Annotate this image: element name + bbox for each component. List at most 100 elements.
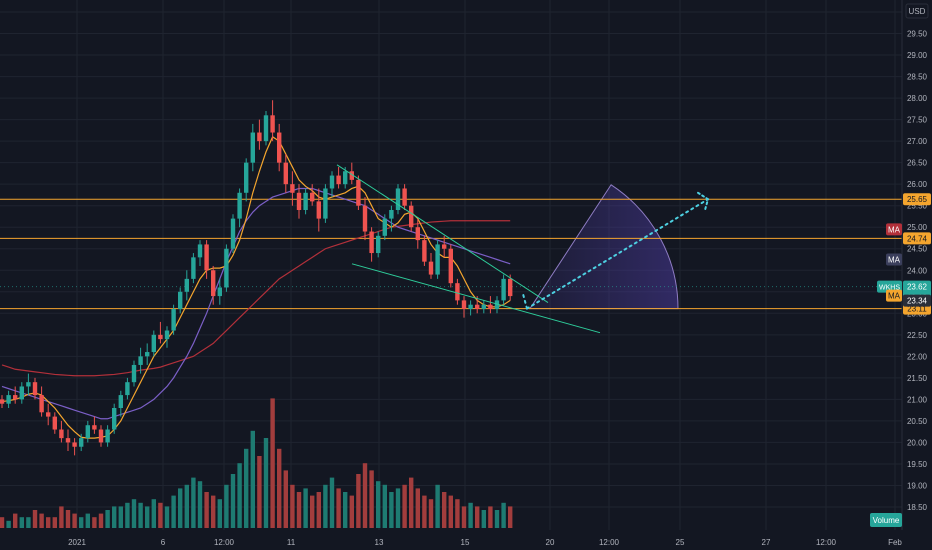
candle-body <box>204 244 209 271</box>
candle <box>26 373 31 396</box>
ma-red-tag-bg <box>886 223 902 236</box>
candle <box>191 253 196 284</box>
candle-body <box>52 416 57 430</box>
candle-body <box>356 179 361 206</box>
candle <box>257 119 262 150</box>
candle <box>158 321 163 344</box>
candle <box>230 214 236 254</box>
time-tick-label: 15 <box>461 538 470 547</box>
price-tick-label: 24.50 <box>907 245 928 254</box>
price-tick-label: 22.00 <box>907 352 928 361</box>
candle-body <box>244 162 249 193</box>
volume-bar <box>395 488 401 528</box>
candle <box>336 166 341 189</box>
candle <box>79 433 84 452</box>
currency-label: USD <box>905 3 929 19</box>
candle-body <box>98 429 104 443</box>
volume-bar <box>508 506 513 528</box>
candle <box>184 270 189 301</box>
volume-bar <box>455 499 460 528</box>
volume-bar <box>6 520 11 528</box>
candle <box>296 184 302 219</box>
volume-bar <box>494 510 500 528</box>
volume-bar <box>283 470 288 528</box>
candle <box>422 235 427 266</box>
volume-bar <box>244 448 249 528</box>
candle-body <box>59 429 64 439</box>
candle-body <box>32 382 38 396</box>
time-tick-label: Feb <box>888 538 902 547</box>
candle-body <box>343 171 348 185</box>
candle-body <box>0 399 5 404</box>
volume-bar <box>250 430 255 528</box>
ma-red-tag: MA <box>886 223 902 236</box>
volume-bar <box>145 506 150 528</box>
candle <box>356 175 361 210</box>
price-tick-label: 27.50 <box>907 116 928 125</box>
time-tick-label: 12:00 <box>816 538 837 547</box>
volume-bar <box>158 502 163 528</box>
candle <box>263 111 269 146</box>
candle <box>323 184 328 223</box>
candle-body <box>422 240 427 262</box>
volume-bar <box>428 499 434 528</box>
volume-bar <box>131 499 137 528</box>
volume-bar <box>270 398 275 528</box>
volume-bar <box>46 517 51 528</box>
projection-arrow-start <box>522 292 528 310</box>
candle-body <box>263 115 269 142</box>
wedge-lower-line <box>351 263 601 334</box>
price-tick-label: 26.00 <box>907 180 928 189</box>
candle-body <box>376 235 381 254</box>
volume-bar <box>257 456 262 528</box>
candle-body <box>118 395 123 408</box>
ma-red-tag-text: MA <box>888 225 901 234</box>
candle-body <box>415 227 420 241</box>
time-tick-label: 12:00 <box>214 538 235 547</box>
candle <box>0 395 5 408</box>
volume-bar <box>316 492 321 528</box>
level-price-tag: 25.65 <box>903 193 931 206</box>
candle <box>409 201 414 232</box>
candle-body <box>336 175 341 185</box>
volume-bar <box>277 448 282 528</box>
candle-body <box>290 184 295 193</box>
candle <box>362 197 368 241</box>
ma-purple-tag-bg <box>886 253 902 266</box>
price-tick-label: 25.00 <box>907 223 928 232</box>
candle <box>508 274 513 301</box>
volume-bar <box>310 495 315 528</box>
volume-bar <box>72 513 77 528</box>
volume-bar <box>442 492 447 528</box>
level-price-tag-bg <box>903 232 931 245</box>
price-tick-label: 28.50 <box>907 73 928 82</box>
price-tick-label: 18.50 <box>907 503 928 512</box>
candle-body <box>164 330 170 340</box>
candle <box>250 123 255 172</box>
volume-bar <box>171 495 176 528</box>
volume-bar <box>204 492 209 528</box>
price-tick-label: 20.50 <box>907 417 928 426</box>
volume-bar <box>211 495 216 528</box>
volume-bar <box>481 510 486 528</box>
candle-body <box>448 248 453 284</box>
candle <box>237 188 242 228</box>
level-price-tag: 24.74 <box>903 232 931 245</box>
price-tick-label: 21.00 <box>907 395 928 404</box>
candle-body <box>65 438 71 443</box>
candle-body <box>125 382 130 396</box>
volume-bar <box>296 492 302 528</box>
candle <box>211 265 216 305</box>
candle-body <box>39 395 44 413</box>
volume-bar <box>290 484 295 528</box>
time-axis[interactable]: 2021 6 12:00 11 13 15 20 12:00 25 27 12:00 Feb <box>68 538 902 547</box>
time-tick-label: 2021 <box>68 538 86 547</box>
volume-bar <box>79 517 84 528</box>
candle <box>204 240 209 279</box>
candle-body <box>310 192 315 202</box>
volume-bar <box>435 484 440 528</box>
candle <box>448 244 453 288</box>
candle-body <box>145 352 150 357</box>
volume-bar <box>501 502 506 528</box>
